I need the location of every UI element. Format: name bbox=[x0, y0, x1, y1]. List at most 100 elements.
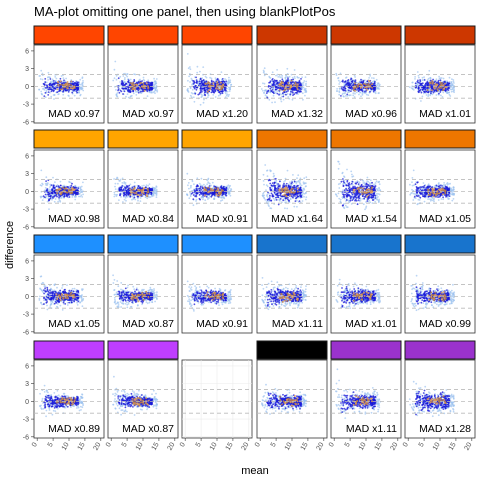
data-point bbox=[137, 200, 139, 202]
data-point bbox=[70, 185, 72, 187]
data-point bbox=[68, 186, 70, 188]
data-point bbox=[196, 186, 198, 188]
data-point bbox=[417, 71, 419, 73]
panel-strip bbox=[108, 26, 178, 44]
data-point bbox=[51, 199, 53, 201]
x-axis-label: mean bbox=[241, 465, 269, 477]
data-point bbox=[204, 199, 206, 201]
data-point bbox=[143, 80, 145, 82]
data-point bbox=[446, 92, 448, 94]
data-point bbox=[274, 101, 276, 103]
data-point bbox=[209, 185, 211, 187]
data-point bbox=[451, 81, 453, 83]
data-point bbox=[345, 88, 347, 90]
data-point bbox=[42, 73, 44, 75]
y-tick-label: 0 bbox=[25, 189, 29, 196]
data-point bbox=[151, 195, 153, 197]
data-point bbox=[374, 83, 376, 85]
data-point bbox=[218, 95, 220, 97]
data-point bbox=[305, 182, 307, 184]
panel-r2-c1: MAD x0.98 bbox=[34, 130, 104, 228]
data-point bbox=[449, 83, 451, 85]
data-point bbox=[427, 81, 429, 83]
density-peak bbox=[221, 189, 223, 191]
data-point bbox=[79, 79, 81, 81]
data-point bbox=[223, 193, 225, 195]
data-point bbox=[116, 79, 118, 81]
data-point bbox=[263, 192, 265, 194]
data-point bbox=[119, 193, 121, 195]
data-point bbox=[206, 183, 208, 185]
density-peak bbox=[215, 87, 217, 89]
data-point bbox=[146, 197, 148, 199]
data-point bbox=[209, 183, 211, 185]
density-peak bbox=[354, 82, 356, 84]
data-point bbox=[192, 192, 194, 194]
data-point bbox=[77, 193, 79, 195]
data-point bbox=[40, 91, 42, 93]
data-point bbox=[47, 194, 49, 196]
data-point bbox=[348, 94, 350, 96]
data-point bbox=[76, 90, 78, 92]
data-point bbox=[201, 185, 203, 187]
density-peak bbox=[218, 192, 220, 194]
data-point bbox=[362, 91, 364, 93]
data-point bbox=[289, 181, 291, 183]
data-point bbox=[130, 96, 132, 98]
data-point bbox=[374, 88, 376, 90]
data-point bbox=[200, 193, 202, 195]
data-point bbox=[442, 92, 444, 94]
data-point bbox=[296, 181, 298, 183]
data-point bbox=[275, 87, 277, 89]
data-point bbox=[264, 89, 266, 91]
data-point bbox=[129, 90, 131, 92]
data-point bbox=[286, 208, 288, 210]
panel-r2-c2: MAD x0.84 bbox=[108, 130, 178, 228]
data-point bbox=[41, 185, 43, 187]
data-point bbox=[305, 91, 307, 93]
data-point bbox=[207, 181, 209, 183]
data-point bbox=[271, 102, 273, 104]
data-point bbox=[150, 83, 152, 85]
density-peak bbox=[72, 88, 74, 90]
data-point bbox=[230, 84, 232, 86]
data-point bbox=[283, 99, 285, 101]
data-point bbox=[77, 187, 79, 189]
data-point bbox=[418, 82, 420, 84]
density-peak bbox=[74, 188, 76, 190]
data-point bbox=[155, 89, 157, 91]
data-point bbox=[80, 94, 82, 96]
data-point bbox=[60, 181, 62, 183]
data-point bbox=[186, 173, 188, 175]
density-peak bbox=[65, 83, 67, 85]
data-point bbox=[212, 182, 214, 184]
data-point bbox=[411, 82, 413, 84]
data-point bbox=[339, 81, 341, 83]
data-point bbox=[123, 192, 125, 194]
data-point bbox=[417, 91, 419, 93]
data-point bbox=[281, 75, 283, 77]
data-point bbox=[373, 77, 375, 79]
data-point bbox=[149, 90, 151, 92]
data-point bbox=[149, 84, 151, 86]
data-point bbox=[200, 104, 202, 106]
data-point bbox=[194, 190, 196, 192]
data-point bbox=[205, 192, 207, 194]
density-peak bbox=[354, 90, 356, 92]
data-point bbox=[68, 181, 70, 183]
data-point bbox=[193, 204, 195, 206]
data-point bbox=[114, 61, 116, 63]
data-point bbox=[52, 177, 54, 179]
data-point bbox=[199, 92, 201, 94]
data-point bbox=[439, 91, 441, 93]
data-point bbox=[302, 92, 304, 94]
data-point bbox=[278, 94, 280, 96]
density-peak bbox=[432, 82, 434, 84]
panel-r1-c4: MAD x1.32 bbox=[257, 26, 327, 123]
data-point bbox=[297, 174, 299, 176]
density-peak bbox=[216, 81, 218, 83]
data-point bbox=[54, 201, 56, 203]
data-point bbox=[413, 89, 415, 91]
data-point bbox=[69, 196, 71, 198]
data-point bbox=[222, 92, 224, 94]
